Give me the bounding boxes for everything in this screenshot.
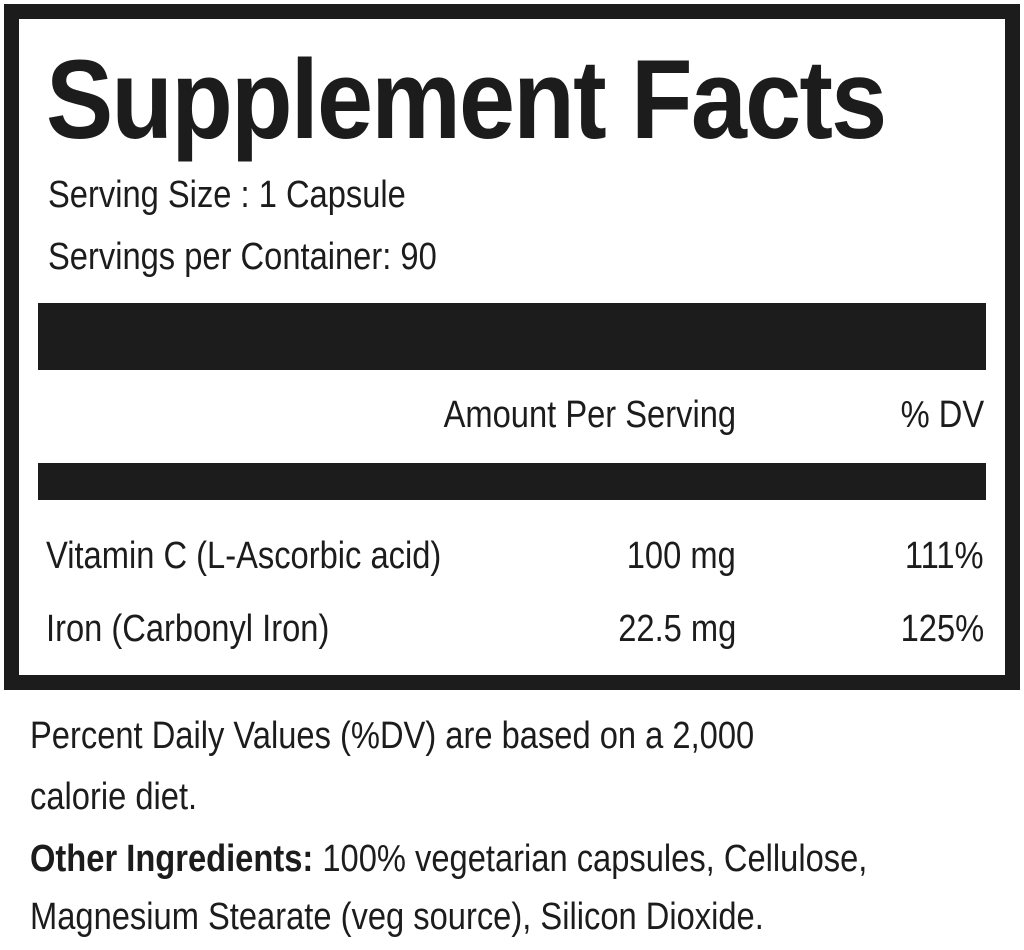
other-ingredients-label: Other Ingredients: (30, 838, 314, 880)
serving-size: Serving Size : 1 Capsule (48, 174, 406, 216)
other-ingredients-text: Magnesium Stearate (veg source), Silicon… (30, 896, 764, 938)
other-ingredients-text: 100% vegetarian capsules, Cellulose, (322, 838, 868, 880)
amount-header: Amount Per Serving (443, 394, 736, 436)
page-title: Supplement Facts (46, 37, 887, 162)
divider-bar (38, 303, 986, 370)
footnote: Percent Daily Values (%DV) are based on … (30, 715, 755, 757)
footnote: calorie diet. (30, 776, 198, 818)
divider-bar (38, 463, 986, 500)
nutrient-name: Iron (Carbonyl Iron) (46, 608, 330, 650)
nutrient-amount: 100 mg (626, 535, 736, 577)
nutrient-name: Vitamin C (L-Ascorbic acid) (46, 535, 442, 577)
dv-header: % DV (900, 394, 984, 436)
nutrient-amount: 22.5 mg (617, 608, 736, 650)
other-ingredients: Other Ingredients: 100% vegetarian capsu… (30, 840, 867, 878)
nutrient-dv: 125% (900, 608, 984, 650)
nutrient-dv: 111% (905, 535, 984, 577)
servings-per-container: Servings per Container: 90 (48, 236, 437, 278)
facts-panel (4, 4, 1020, 690)
